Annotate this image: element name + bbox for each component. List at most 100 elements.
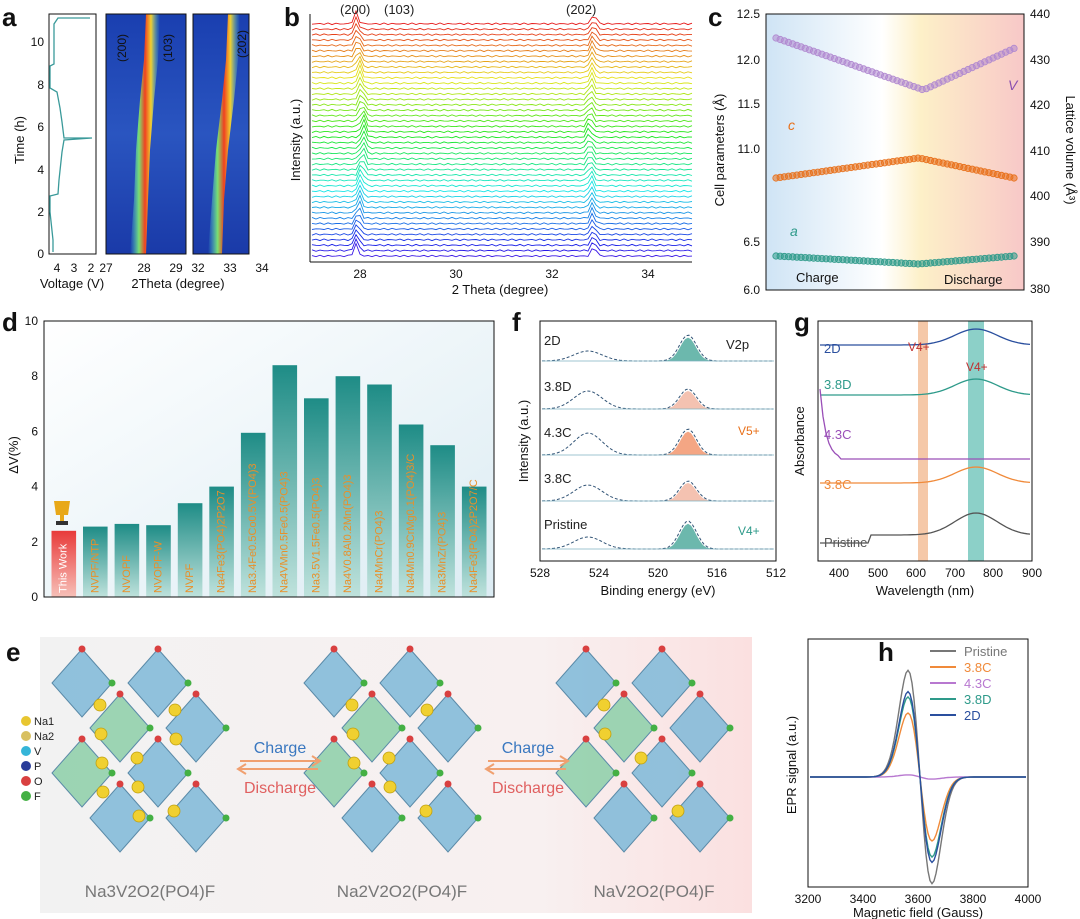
g-frame	[817, 320, 1033, 562]
c-tick: 12.5	[737, 7, 761, 21]
map-tick: 29	[169, 261, 183, 275]
e-legend-swatch	[21, 731, 31, 741]
h-tick: 3200	[795, 892, 822, 906]
e-arrows-2: Charge Discharge	[484, 740, 570, 797]
panel-label-d: d	[2, 307, 18, 337]
e-fluorine-atom	[360, 679, 368, 687]
e-legend-swatch	[21, 791, 31, 801]
g-curve	[820, 512, 1031, 544]
g-band-v4a	[918, 321, 928, 561]
xrd-pattern	[311, 173, 693, 188]
xrd-pattern	[311, 242, 693, 258]
e-discharge-2: Discharge	[492, 780, 564, 797]
c-rtick: 400	[1030, 189, 1050, 203]
h-curve	[810, 690, 1026, 864]
e-octahedron	[379, 648, 441, 718]
c-point	[1010, 44, 1018, 53]
voltage-ticks: 4 3 2	[54, 261, 95, 275]
e-sodium-atom	[96, 785, 110, 799]
e-sodium-atom	[347, 756, 361, 770]
xrd-pattern	[311, 100, 693, 112]
d-category-label: Na4V0.8Al0.2Mn(PO4)3	[342, 474, 354, 593]
xrd-pattern	[311, 110, 693, 123]
e-formula-3: NaV2O2(PO4)F	[594, 882, 715, 901]
e-crystals	[51, 645, 734, 853]
d-bar	[367, 384, 392, 597]
d-bar	[209, 486, 234, 597]
g-curves	[819, 328, 1031, 544]
e-legend-label: V	[34, 746, 42, 758]
b-peak-202: (202)	[566, 2, 596, 17]
e-sodium-atom	[420, 703, 434, 717]
f-tick: 528	[530, 566, 550, 580]
e-oxygen-atom	[330, 735, 338, 743]
time-tick: 2	[37, 205, 44, 219]
heatmap-2-band	[208, 14, 240, 254]
heatmap-1-frame	[105, 13, 187, 255]
e-fluorine-atom	[398, 724, 406, 732]
e-crystal	[303, 645, 482, 853]
xrd-pattern	[311, 69, 693, 85]
d-category-label: Na3.5V1.5Fe0.5(PO4)3	[310, 477, 322, 593]
xrd-pattern	[311, 106, 693, 117]
f-tick: 520	[648, 566, 668, 580]
e-oxygen-atom	[582, 645, 590, 653]
e-fluorine-atom	[436, 679, 444, 687]
panel-label-b: b	[284, 2, 300, 32]
panel-label-c: c	[708, 2, 722, 32]
c-tick: 6.0	[743, 283, 760, 297]
d-category-label: NVOPF-W	[152, 540, 164, 593]
heatmap-1-band	[130, 14, 160, 254]
d-bar	[272, 365, 298, 597]
e-octahedron	[89, 693, 151, 763]
d-category-label: Na4MnCr(PO4)3	[373, 510, 385, 593]
xrd-pattern	[311, 136, 693, 150]
f-spectrum	[542, 520, 774, 550]
panel-c: c Cell parameters (Å) Lattice volume (Å³…	[708, 2, 1078, 297]
f-fit-peak	[658, 431, 718, 455]
d-category-label: Na3.4Fe0.5Co0.5V(PO4)3	[247, 463, 259, 593]
f-spectrum	[542, 334, 774, 362]
voltage-xlabel: Voltage (V)	[40, 276, 104, 291]
e-legend-label: F	[34, 791, 41, 803]
f-xlabel: Binding energy (eV)	[601, 583, 716, 598]
map-xlabel: 2Theta (degree)	[131, 276, 224, 291]
xrd-pattern	[311, 168, 693, 182]
d-bar	[398, 424, 424, 597]
trophy-icon	[54, 501, 70, 525]
peak-label-103: (103)	[161, 34, 175, 62]
time-ylabel: Time (h)	[12, 116, 27, 164]
f-state-2D: 2D	[544, 333, 561, 348]
h-tick: 3800	[960, 892, 987, 906]
g-tick: 900	[1022, 566, 1042, 580]
c-point	[1010, 174, 1018, 182]
e-fluorine-atom	[612, 679, 620, 687]
e-sodium-atom	[168, 703, 182, 717]
xrd-pattern	[311, 51, 693, 63]
xrd-pattern	[311, 29, 693, 42]
d-ylabel: ΔV(%)	[6, 436, 21, 474]
d-category-label: Na4Fe3(PO4)2P2O7	[216, 490, 228, 593]
e-sodium-atom	[167, 804, 181, 818]
e-sodium-atom	[93, 698, 107, 712]
f-spectrum	[541, 480, 774, 502]
series-a	[772, 252, 1018, 268]
xrd-pattern	[311, 39, 693, 53]
xrd-pattern	[311, 147, 693, 161]
e-oxygen-atom	[368, 690, 376, 698]
c-tick: 6.5	[743, 235, 760, 249]
d-bar	[240, 432, 266, 597]
d-bar	[114, 523, 140, 597]
map-tick: 27	[99, 261, 113, 275]
d-ytick: 0	[31, 590, 38, 604]
f-spectrum	[541, 428, 774, 456]
e-fluorine-atom	[650, 724, 658, 732]
e-oxygen-atom	[368, 780, 376, 788]
time-ticks: 0 2 4 6 8 10	[31, 35, 45, 261]
d-background	[44, 321, 494, 597]
f-fit-peak	[658, 483, 718, 501]
d-category-label: Na4VMn0.5Fe0.5(PO4)3	[279, 471, 291, 593]
g-band-v4b	[968, 321, 984, 561]
voltage-tick: 2	[88, 261, 95, 275]
